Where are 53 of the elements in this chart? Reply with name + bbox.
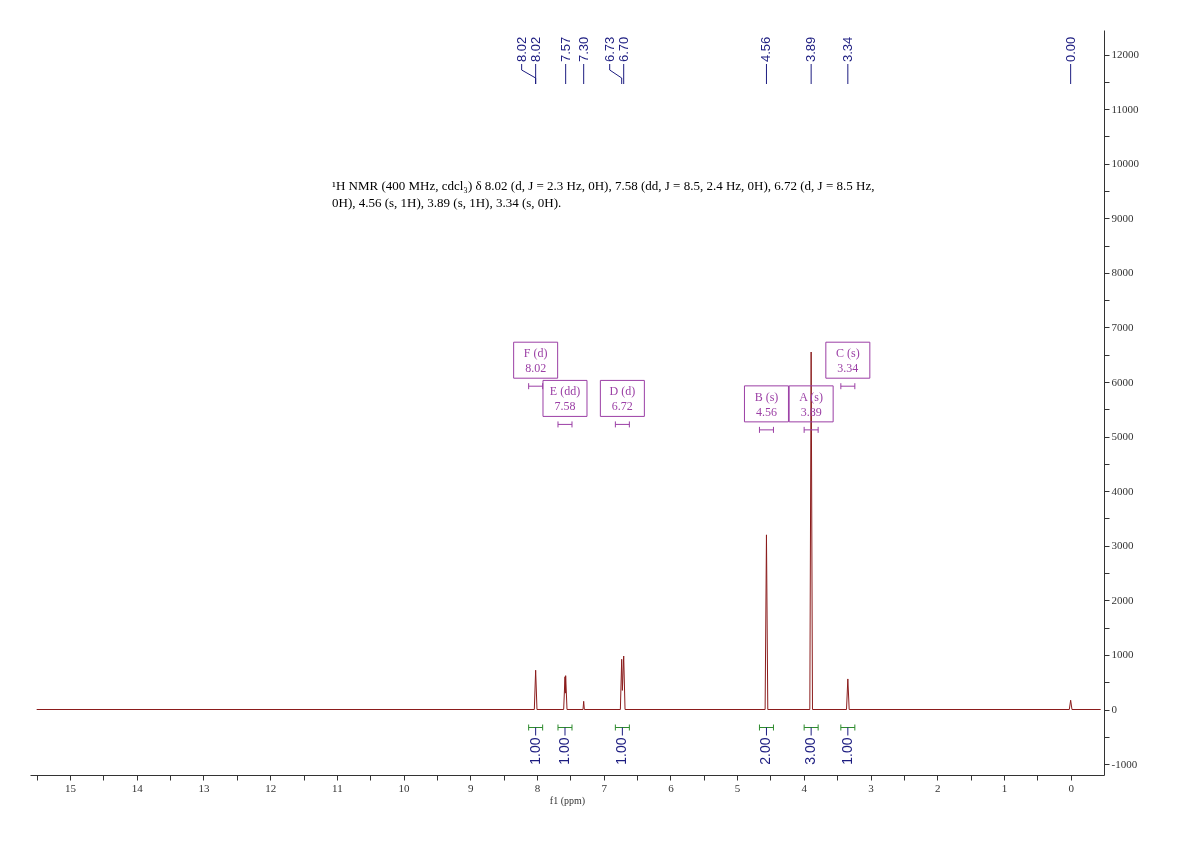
annotation: 1.00 <box>613 737 630 765</box>
annotation: 3.00 <box>802 737 819 765</box>
annotation: 0.00 <box>1062 36 1078 62</box>
x-tick-label: 5 <box>734 781 741 794</box>
annotation: D (d) 6.72 <box>609 384 636 414</box>
annotation: F (d) 8.02 <box>523 346 548 376</box>
annotation: 1.00 <box>838 737 855 765</box>
annotation: 3.89 <box>803 36 819 62</box>
y-tick-label: 3000 <box>1111 539 1134 552</box>
y-tick-label: 9000 <box>1111 211 1134 224</box>
x-tick-label: 11 <box>332 781 343 794</box>
x-tick-label: 4 <box>801 781 808 794</box>
y-tick-label: 8000 <box>1111 266 1134 279</box>
annotation: 6.70 <box>615 36 631 62</box>
x-tick-label: 13 <box>198 781 210 794</box>
annotation: E (dd) 7.58 <box>549 384 581 414</box>
x-tick-label: 0 <box>1068 781 1075 794</box>
annotation: 8.02 <box>527 36 543 62</box>
annotation: 7.57 <box>557 36 573 62</box>
y-tick-label: 12000 <box>1111 48 1140 61</box>
x-axis-title: f1 (ppm) <box>549 794 586 807</box>
annotation: 8.02 <box>513 36 529 62</box>
x-tick-label: 1 <box>1001 781 1008 794</box>
x-tick-label: 3 <box>868 781 875 794</box>
y-tick-label: 11000 <box>1111 102 1140 115</box>
annotation: 1.00 <box>526 737 543 765</box>
annotation: 2.00 <box>757 737 774 765</box>
x-tick-label: 8 <box>534 781 541 794</box>
x-tick-label: 10 <box>398 781 411 794</box>
annotation: ¹H NMR (400 MHz, cdcl₃) δ 8.02 (d, J = 2.3 Hz, 0H), 7.58 (dd, J = 8.5, 2.4 Hz, 0H), 6.72 (d, J = 8.5 Hz, 0H), 4.56 (s, 1H), 3.89 (s, 1H), 3.34 (s, 0H). <box>332 178 875 210</box>
x-tick-label: 15 <box>65 781 77 794</box>
annotation: 1.00 <box>556 737 572 765</box>
annotation: B (s) 4.56 <box>754 389 779 419</box>
y-tick-label: -1000 <box>1111 757 1138 770</box>
y-tick-label: 5000 <box>1111 430 1134 443</box>
y-tick-label: 4000 <box>1111 484 1134 497</box>
y-tick-label: 7000 <box>1111 320 1134 333</box>
y-tick-label: 10000 <box>1111 157 1140 170</box>
annotation: 7.30 <box>575 36 591 62</box>
x-tick-label: 9 <box>468 781 475 794</box>
x-tick-label: 14 <box>131 781 144 794</box>
x-tick-label: 7 <box>601 781 608 794</box>
x-tick-label: 12 <box>265 781 277 794</box>
annotation: 4.56 <box>758 36 774 62</box>
y-tick-label: 1000 <box>1111 648 1134 661</box>
x-tick-label: 2 <box>934 781 941 794</box>
annotation: C (s) 3.34 <box>836 346 860 376</box>
annotation: 6.73 <box>601 36 617 62</box>
y-tick-label: 2000 <box>1111 593 1134 606</box>
y-tick-label: 6000 <box>1111 375 1134 388</box>
x-tick-label: 6 <box>668 781 675 794</box>
y-tick-label: 0 <box>1111 703 1118 716</box>
annotation: 3.34 <box>839 36 855 62</box>
